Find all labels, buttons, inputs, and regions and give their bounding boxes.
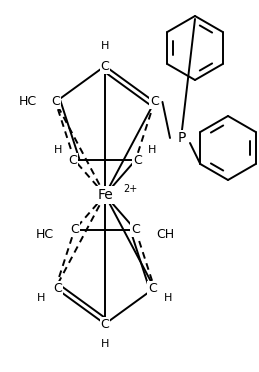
Text: HC: HC xyxy=(35,228,54,241)
Text: Fe: Fe xyxy=(97,188,113,202)
Text: H: H xyxy=(101,339,109,349)
Text: C: C xyxy=(68,154,77,167)
Text: H: H xyxy=(54,145,63,155)
Text: 2+: 2+ xyxy=(123,184,137,194)
Text: C: C xyxy=(148,282,157,295)
Text: C: C xyxy=(101,60,109,73)
Text: C: C xyxy=(70,224,79,237)
Text: C: C xyxy=(150,96,159,108)
Text: H: H xyxy=(164,293,173,303)
Text: C: C xyxy=(133,154,142,167)
Text: CH: CH xyxy=(156,228,175,241)
Text: HC: HC xyxy=(18,96,37,108)
Text: H: H xyxy=(147,145,156,155)
Text: P: P xyxy=(178,131,186,145)
Text: C: C xyxy=(51,96,60,108)
Text: H: H xyxy=(101,41,109,51)
Text: C: C xyxy=(53,282,62,295)
Text: C: C xyxy=(131,224,140,237)
Text: C: C xyxy=(101,317,109,330)
Text: H: H xyxy=(37,293,46,303)
